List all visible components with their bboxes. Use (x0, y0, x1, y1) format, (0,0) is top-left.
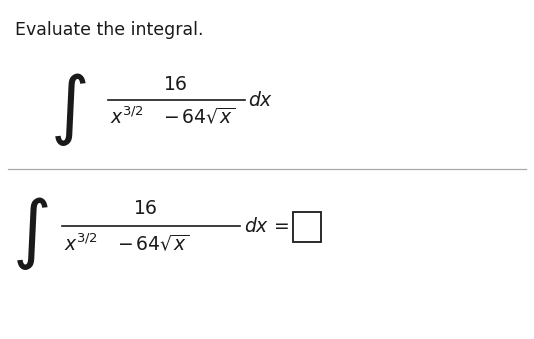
Bar (293, 212, 321, 242)
Text: $16$: $16$ (132, 199, 158, 219)
Text: $16$: $16$ (163, 75, 187, 94)
Text: Evaluate the integral.: Evaluate the integral. (15, 21, 203, 39)
Text: $x^{3/2}$: $x^{3/2}$ (110, 106, 144, 128)
Text: $dx$: $dx$ (248, 91, 273, 109)
Text: $\int$: $\int$ (12, 196, 48, 273)
Text: $dx\,=$: $dx\,=$ (244, 217, 289, 236)
Text: $\int$: $\int$ (50, 71, 87, 147)
Text: $x^{3/2}$: $x^{3/2}$ (64, 233, 98, 255)
Text: $-\,64\sqrt{x}$: $-\,64\sqrt{x}$ (117, 234, 190, 254)
Text: $-\,64\sqrt{x}$: $-\,64\sqrt{x}$ (163, 107, 235, 127)
